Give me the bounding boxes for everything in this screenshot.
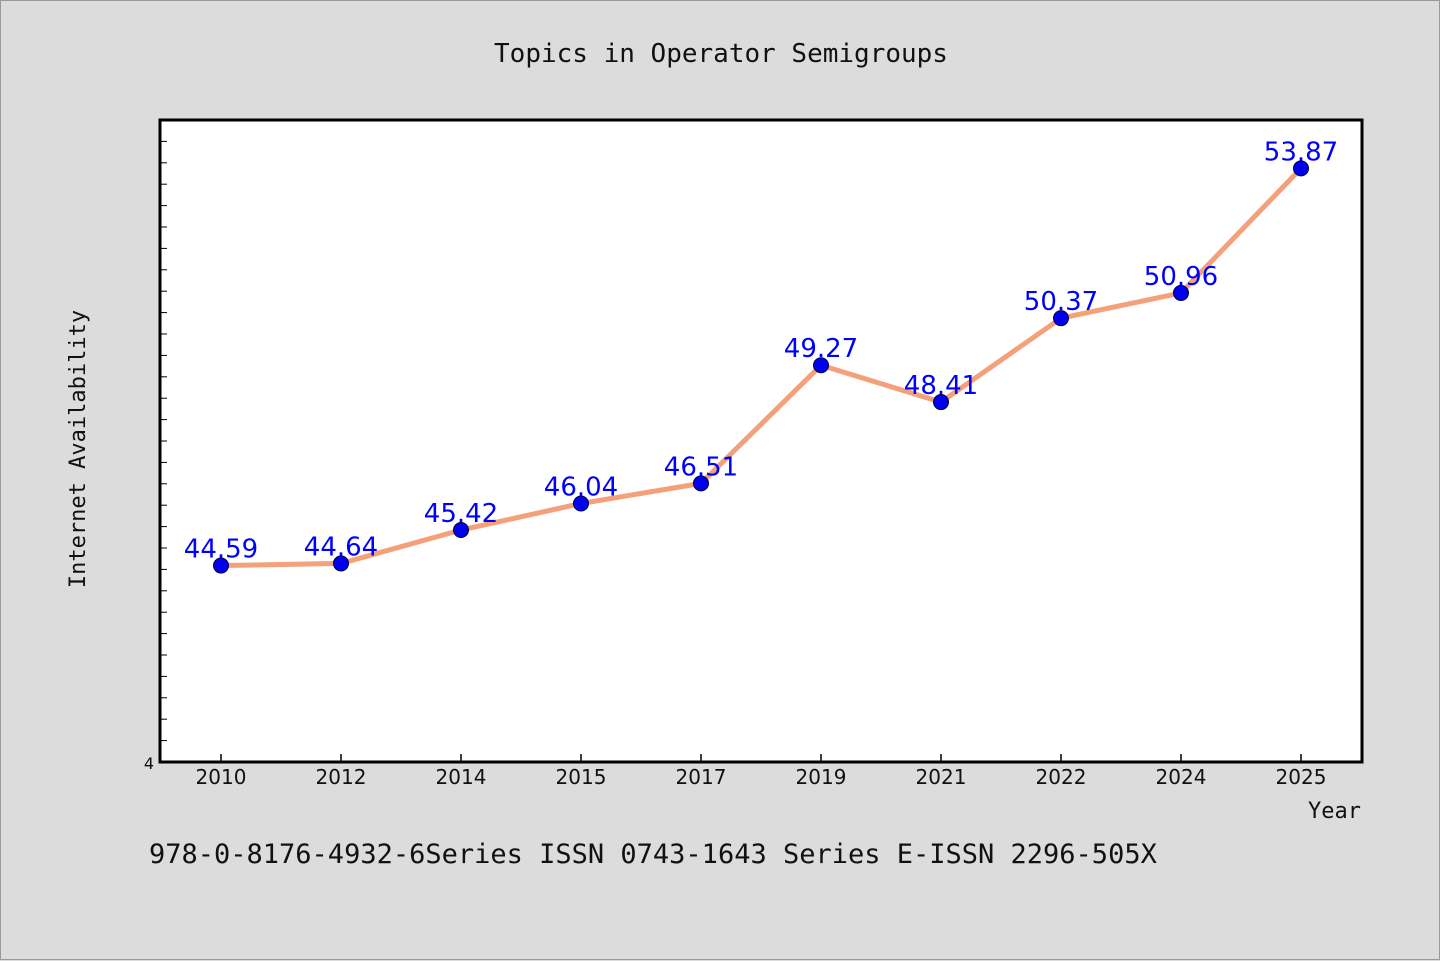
x-tick-label: 2022 xyxy=(1036,765,1087,789)
data-label: 53.87 xyxy=(1264,137,1338,167)
x-axis: 2010 2012 2014 2015 2017 2019 2021 2022 2024 2025 xyxy=(196,754,1327,789)
data-point xyxy=(933,394,949,411)
data-point xyxy=(573,495,589,512)
series-line xyxy=(218,165,1304,569)
chart-title: Topics in Operator Semigroups xyxy=(494,39,948,69)
data-point xyxy=(1173,284,1189,301)
x-tick-label: 2010 xyxy=(196,765,247,789)
data-label: 46.04 xyxy=(544,472,618,502)
y-axis-ticks xyxy=(160,140,167,742)
x-tick-label: 2017 xyxy=(676,765,727,789)
x-tick-label: 2025 xyxy=(1276,765,1327,789)
x-tick-label: 2014 xyxy=(436,765,487,789)
series-group: 44.59 44.64 45.42 46.04 46.51 49.27 48.41 50.37… xyxy=(184,137,1338,574)
x-tick-label: 2024 xyxy=(1156,765,1207,789)
data-point xyxy=(813,357,829,374)
data-label: 46.51 xyxy=(664,452,738,482)
data-label: 45.42 xyxy=(424,499,498,529)
data-point xyxy=(1053,310,1069,327)
plot-area xyxy=(158,118,1364,764)
x-tick-label: 2021 xyxy=(916,765,967,789)
data-label: 44.64 xyxy=(304,532,378,562)
y-tick-label: 4 xyxy=(144,754,154,773)
data-point xyxy=(333,555,349,572)
y-axis-label: Internet Availability xyxy=(66,310,91,588)
data-label: 44.59 xyxy=(184,535,258,565)
x-axis-label: Year xyxy=(1308,799,1361,824)
data-point xyxy=(213,557,229,574)
footer-isbn-issn: 978-0-8176-4932-6Series ISSN 0743-1643 S… xyxy=(149,839,1157,870)
data-label: 50.37 xyxy=(1024,287,1098,317)
data-label: 48.41 xyxy=(904,371,978,401)
data-point xyxy=(693,475,709,492)
data-point xyxy=(1293,160,1309,177)
x-tick-label: 2012 xyxy=(316,765,367,789)
x-tick-label: 2015 xyxy=(556,765,607,789)
data-point xyxy=(453,522,469,539)
x-tick-label: 2019 xyxy=(796,765,847,789)
data-label: 49.27 xyxy=(784,334,858,364)
data-label: 50.96 xyxy=(1144,262,1218,292)
